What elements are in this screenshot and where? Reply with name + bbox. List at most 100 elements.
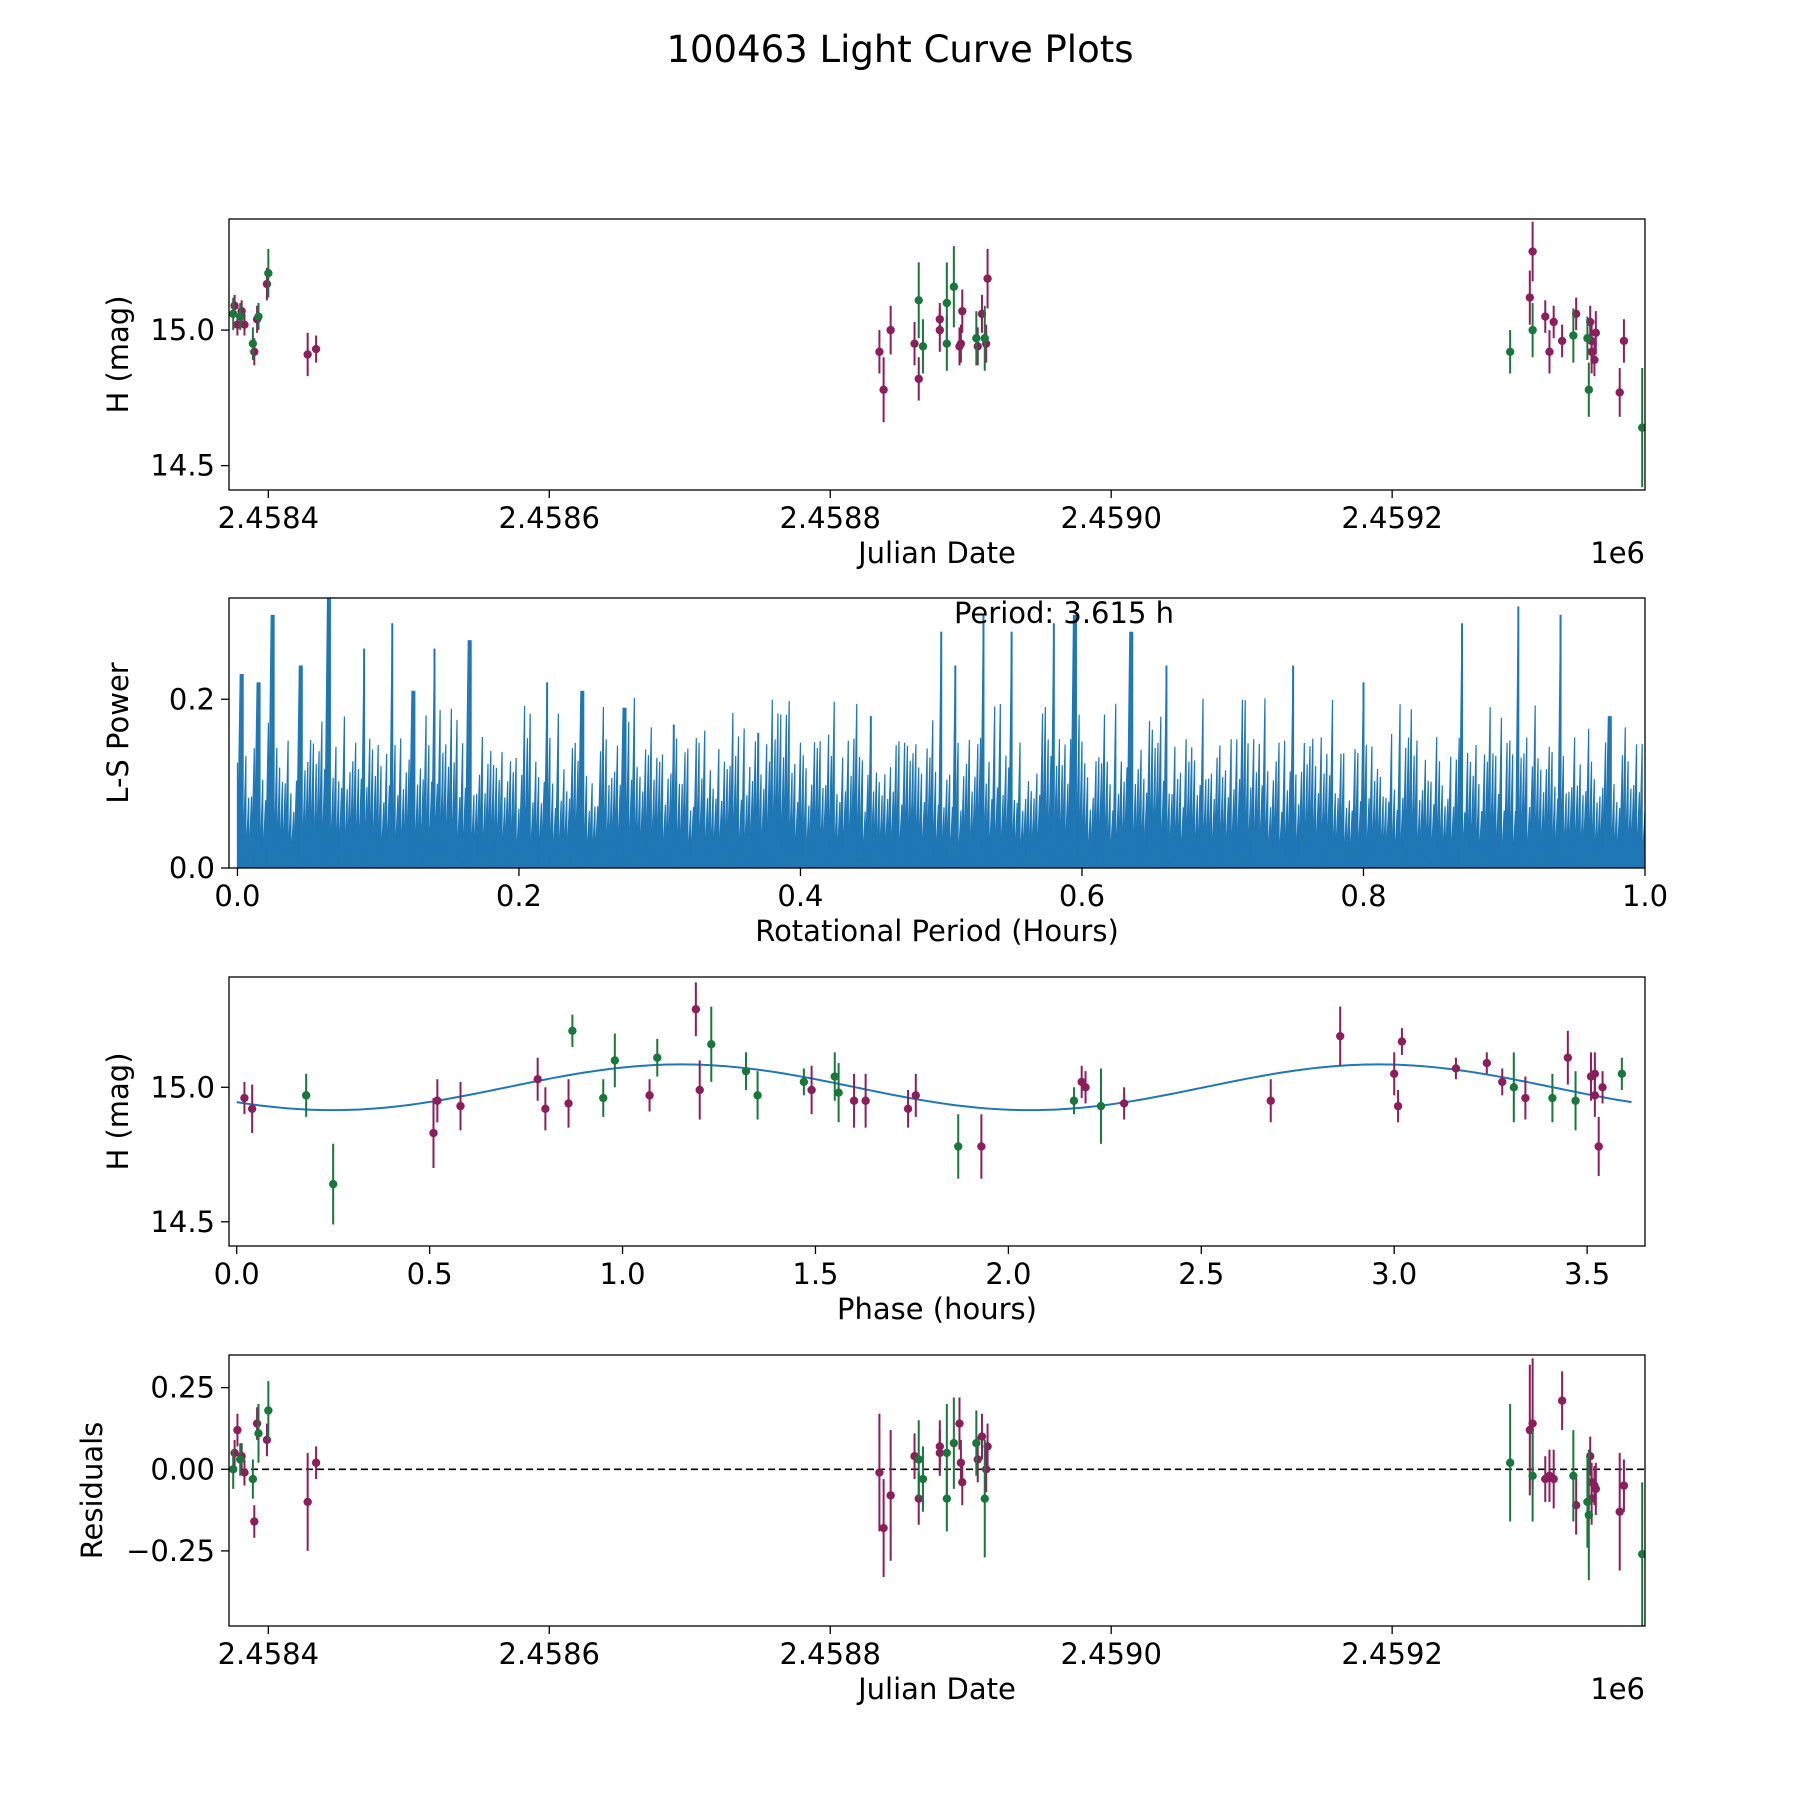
data-point: [935, 1442, 945, 1451]
data-point: [328, 1179, 338, 1189]
data-point: [973, 1455, 982, 1464]
data-point: [849, 1096, 859, 1105]
series-green: [301, 1006, 1627, 1225]
x-tick-label: 2.4588: [779, 501, 880, 535]
y-axis-label: Residuals: [75, 1422, 109, 1560]
data-point: [1528, 325, 1537, 335]
y-axis-label: H (mag): [101, 1052, 135, 1170]
x-axis-offset-label: 1e6: [1590, 1672, 1645, 1706]
data-point: [799, 1077, 809, 1087]
x-tick-label: 0.6: [1059, 879, 1105, 913]
data-point: [1545, 347, 1554, 356]
y-tick-label: 0.0: [169, 851, 215, 885]
data-point: [541, 1104, 550, 1114]
data-point: [1521, 1093, 1530, 1103]
x-tick-label: 0.0: [214, 1257, 260, 1291]
data-point: [1266, 1096, 1275, 1105]
y-tick-label: −0.25: [126, 1534, 215, 1568]
x-axis-label: Phase (hours): [837, 1292, 1037, 1326]
x-tick-label: 2.4588: [779, 1637, 880, 1671]
x-tick-label: 3.5: [1564, 1257, 1610, 1291]
data-point: [903, 1104, 913, 1114]
y-tick-label: 15.0: [150, 1070, 215, 1104]
data-point: [1584, 385, 1594, 394]
data-point: [248, 1474, 258, 1484]
data-point: [301, 1091, 311, 1100]
series-purple: [230, 221, 1629, 423]
x-tick-label: 2.4592: [1341, 1637, 1442, 1671]
axes-frame: [228, 976, 1646, 1247]
series-green: [229, 246, 1645, 488]
data-point: [1590, 1091, 1600, 1100]
plot-area: [236, 982, 1632, 1225]
data-point: [1541, 312, 1550, 321]
data-point: [1590, 355, 1599, 365]
data-point: [1563, 1053, 1573, 1062]
figure-title: 100463 Light Curve Plots: [666, 28, 1134, 71]
data-point: [610, 1056, 620, 1065]
data-point: [1615, 388, 1624, 397]
data-point: [1549, 1474, 1558, 1484]
panel-periodogram: Period: 3.615 h 0.0 0.2 0.4 0.6 0.8 1.0 0.0 0.2 R…: [101, 596, 1668, 948]
data-point: [240, 1093, 249, 1103]
data-point: [1598, 1083, 1607, 1092]
data-point: [1617, 1069, 1627, 1079]
y-tick-label: 0.00: [150, 1452, 215, 1486]
data-point: [977, 1142, 986, 1151]
data-point: [942, 339, 952, 348]
data-point: [1451, 1064, 1461, 1073]
data-point: [1591, 328, 1601, 338]
x-axis-label: Rotational Period (Hours): [755, 914, 1119, 948]
x-tick-label: 0.5: [407, 1257, 453, 1291]
data-point: [1509, 1083, 1519, 1092]
data-point: [1637, 423, 1645, 432]
data-point: [564, 1099, 573, 1108]
panel-lightcurve: 2.4584 2.4586 2.4588 2.4590 2.4592 14.5 15.0 Ju…: [101, 218, 1646, 570]
data-point: [1069, 1096, 1079, 1105]
y-tick-label: 14.5: [150, 1205, 215, 1239]
data-point: [1583, 334, 1592, 343]
data-point: [949, 282, 959, 291]
data-point: [879, 385, 888, 394]
data-point: [1498, 1077, 1507, 1087]
data-point: [981, 1465, 991, 1474]
x-tick-label: 3.0: [1371, 1257, 1417, 1291]
data-point: [1096, 1101, 1106, 1111]
x-tick-label: 0.8: [1340, 879, 1386, 913]
data-point: [1569, 1471, 1578, 1481]
data-point: [233, 1425, 242, 1435]
data-point: [861, 1096, 870, 1105]
data-point: [264, 1406, 273, 1415]
panel-phased: 0.0 0.5 1.0 1.5 2.0 2.5 3.0 3.5 14.5 15.0 Phase (h…: [101, 976, 1646, 1326]
data-point: [311, 344, 321, 354]
axes-frame: [228, 1354, 1646, 1627]
data-point: [1619, 336, 1629, 346]
series-green: [229, 1381, 1645, 1626]
data-point: [834, 1088, 843, 1097]
data-point: [695, 1085, 704, 1095]
data-point: [1619, 1481, 1629, 1490]
data-point: [252, 1419, 262, 1428]
x-tick-label: 0.2: [496, 879, 542, 913]
data-point: [914, 374, 923, 384]
data-point: [1528, 1471, 1537, 1481]
data-point: [1335, 1031, 1345, 1041]
data-point: [240, 320, 249, 329]
x-tick-label: 2.4586: [499, 501, 600, 535]
data-point: [980, 334, 989, 343]
data-point: [910, 339, 919, 348]
data-point: [1393, 1101, 1403, 1111]
y-axis-label: H (mag): [101, 295, 135, 413]
period-annotation: Period: 3.615 h: [954, 596, 1174, 630]
data-point: [980, 1494, 989, 1503]
y-axis-label: L-S Power: [101, 662, 135, 803]
data-point: [949, 1438, 959, 1448]
data-point: [433, 1096, 442, 1105]
data-point: [568, 1026, 577, 1036]
data-point: [1390, 1069, 1399, 1079]
y-tick-label: 14.5: [150, 449, 215, 483]
data-point: [707, 1040, 716, 1049]
data-point: [1505, 347, 1515, 356]
data-point: [942, 1448, 952, 1458]
